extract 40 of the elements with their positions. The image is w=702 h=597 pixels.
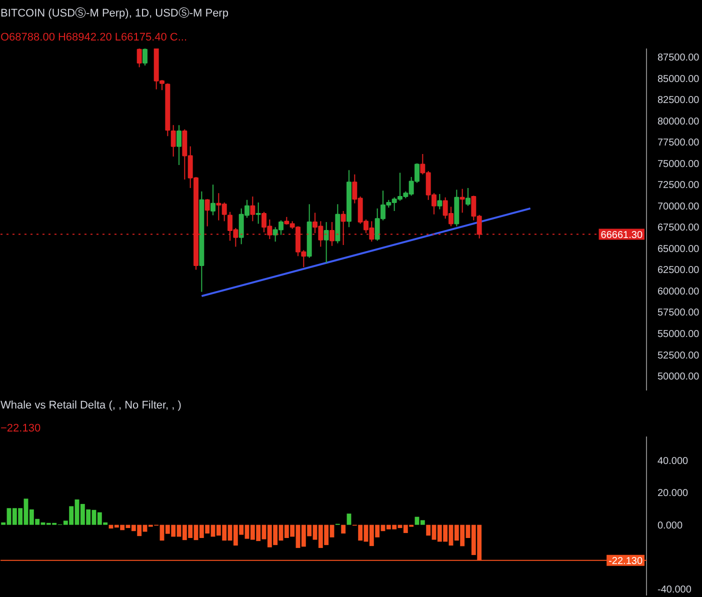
chart-title: BITCOIN (USDⓈ-M Perp), 1D, USDⓈ-M Perp — [0, 6, 228, 20]
y-tick-label: -40.000 — [658, 584, 692, 596]
candlestick — [437, 193, 442, 210]
y-tick-label: 87500.00 — [658, 52, 700, 64]
candlestick — [142, 48, 148, 66]
y-tick-label: 50000.00 — [658, 372, 700, 383]
y-tick-label: 57500.00 — [658, 308, 700, 319]
y-tick-label: 62500.00 — [658, 265, 700, 276]
ref-line-label: -22.130 — [608, 556, 643, 567]
y-tick-label: 52500.00 — [658, 350, 700, 362]
y-tick-label: 60000.00 — [658, 286, 700, 298]
text: −22.130 — [0, 422, 41, 434]
candlestick — [324, 222, 329, 264]
y-tick-label: 70000.00 — [658, 201, 700, 212]
y-tick-label: 40.000 — [658, 456, 689, 468]
y-tick-label: 85000.00 — [658, 74, 700, 85]
candlestick — [256, 202, 261, 224]
y-tick-label: 20.000 — [658, 488, 689, 500]
ref-line-label: 66661.30 — [600, 230, 643, 241]
y-tick-label: 75000.00 — [658, 158, 700, 170]
bar — [346, 514, 352, 525]
chart-title: Whale vs Retail Delta (, , No Filter, , ) — [0, 400, 182, 412]
candlestick — [136, 48, 142, 68]
y-tick-label: 65000.00 — [658, 244, 700, 255]
y-tick-label: 55000.00 — [658, 329, 700, 340]
candlestick — [170, 124, 176, 158]
y-tick-label: 67500.00 — [658, 222, 700, 234]
candlestick — [210, 184, 216, 216]
candlestick — [176, 124, 182, 166]
y-tick-label: 77500.00 — [658, 138, 700, 149]
bar — [341, 524, 346, 534]
y-tick-label: 80000.00 — [658, 116, 700, 128]
candlestick — [466, 188, 470, 206]
candlestick — [204, 198, 210, 227]
y-tick-label: 82500.00 — [658, 95, 700, 106]
y-tick-label: 72500.00 — [658, 180, 700, 192]
candlestick — [250, 196, 256, 222]
y-tick-label: 0.000 — [658, 520, 683, 532]
text: O68788.00 H68942.20 L66175.40 C... — [0, 32, 188, 44]
candlestick — [460, 188, 465, 214]
